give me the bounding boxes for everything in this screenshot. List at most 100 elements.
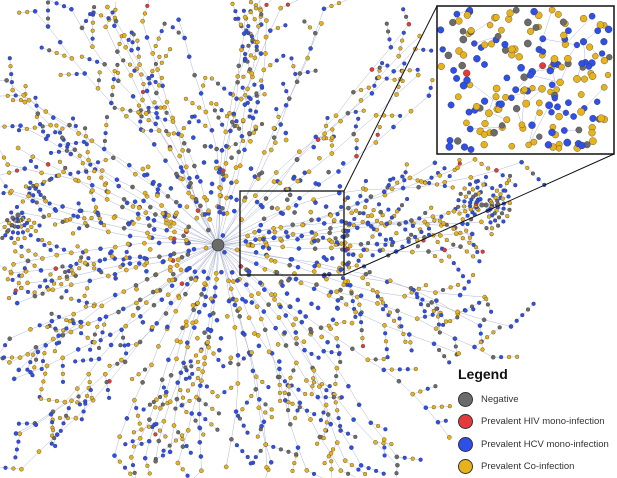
network-node — [530, 171, 535, 176]
hcv-dot-icon — [458, 436, 473, 452]
network-edge — [264, 289, 280, 306]
network-node — [339, 296, 344, 301]
network-node — [234, 197, 239, 203]
network-node — [155, 193, 160, 198]
network-edge — [295, 278, 317, 285]
network-node — [16, 439, 21, 444]
network-node — [40, 359, 46, 364]
network-edge — [250, 354, 257, 377]
network-node — [175, 380, 180, 385]
network-edge — [124, 227, 148, 234]
network-node — [124, 267, 129, 273]
network-node — [163, 117, 168, 122]
network-node — [349, 445, 354, 450]
network-node — [407, 175, 413, 181]
network-node — [381, 357, 386, 362]
network-node — [120, 204, 125, 210]
network-node — [405, 367, 410, 372]
network-node — [437, 26, 445, 34]
network-node — [430, 312, 435, 317]
network-edge — [80, 305, 102, 323]
network-edge — [176, 254, 198, 266]
network-node — [454, 137, 462, 145]
network-node — [43, 343, 48, 348]
network-node — [6, 228, 11, 233]
network-node — [498, 183, 503, 188]
network-edge — [413, 223, 428, 225]
network-node — [162, 105, 167, 110]
network-node — [266, 229, 272, 235]
network-edge — [170, 255, 195, 268]
network-edge — [330, 424, 338, 443]
network-node — [63, 165, 68, 170]
network-edge — [105, 26, 118, 52]
network-edge — [43, 216, 66, 221]
network-edge — [138, 213, 155, 221]
network-edge — [129, 257, 145, 259]
network-node — [240, 118, 246, 123]
network-node — [514, 318, 519, 323]
network-node — [164, 389, 169, 395]
network-node — [296, 387, 301, 392]
network-node — [39, 45, 44, 50]
network-edge — [108, 191, 125, 200]
network-node — [52, 281, 57, 286]
network-node — [144, 88, 150, 94]
network-node — [308, 46, 313, 51]
network-node — [401, 30, 406, 35]
network-node — [450, 67, 457, 74]
network-node — [74, 261, 79, 266]
network-node — [197, 440, 203, 445]
network-node — [456, 267, 461, 272]
network-node — [263, 442, 268, 447]
network-edge — [435, 292, 461, 296]
network-node — [174, 199, 179, 205]
network-node — [170, 277, 175, 283]
network-node — [249, 300, 255, 305]
network-node — [241, 356, 246, 361]
network-node — [335, 298, 341, 303]
network-edge — [265, 444, 272, 463]
network-node — [248, 96, 253, 102]
network-edge — [265, 36, 267, 54]
network-edge — [383, 439, 398, 458]
network-node — [83, 221, 88, 226]
network-edge — [377, 291, 405, 297]
network-node — [297, 400, 303, 406]
network-node — [203, 75, 208, 80]
network-node — [193, 197, 199, 202]
network-node — [113, 276, 118, 281]
network-node — [460, 236, 465, 241]
network-node — [76, 201, 81, 206]
network-node — [115, 62, 120, 67]
network-node — [133, 265, 139, 270]
network-node — [154, 90, 159, 96]
network-edge — [191, 261, 205, 279]
network-node — [191, 246, 197, 252]
network-edge — [207, 261, 213, 279]
network-node — [112, 272, 118, 277]
network-node — [536, 99, 543, 107]
network-node — [432, 160, 438, 166]
network-edge — [261, 284, 275, 300]
network-node — [383, 331, 388, 336]
network-edge — [177, 446, 184, 464]
network-node — [68, 263, 73, 269]
network-node — [329, 467, 334, 472]
network-node — [396, 378, 402, 384]
network-node — [190, 320, 195, 326]
network-node — [39, 387, 44, 392]
network-node — [183, 376, 188, 381]
network-node — [579, 38, 588, 46]
network-edge — [226, 182, 232, 199]
network-edge — [27, 345, 46, 355]
network-node — [165, 292, 171, 297]
network-node — [426, 226, 432, 231]
network-node — [69, 56, 75, 61]
network-node — [337, 184, 343, 189]
network-node — [311, 471, 317, 476]
network-edge — [184, 37, 190, 57]
network-node — [354, 153, 359, 159]
network-node — [211, 311, 216, 316]
network-node — [334, 365, 340, 371]
